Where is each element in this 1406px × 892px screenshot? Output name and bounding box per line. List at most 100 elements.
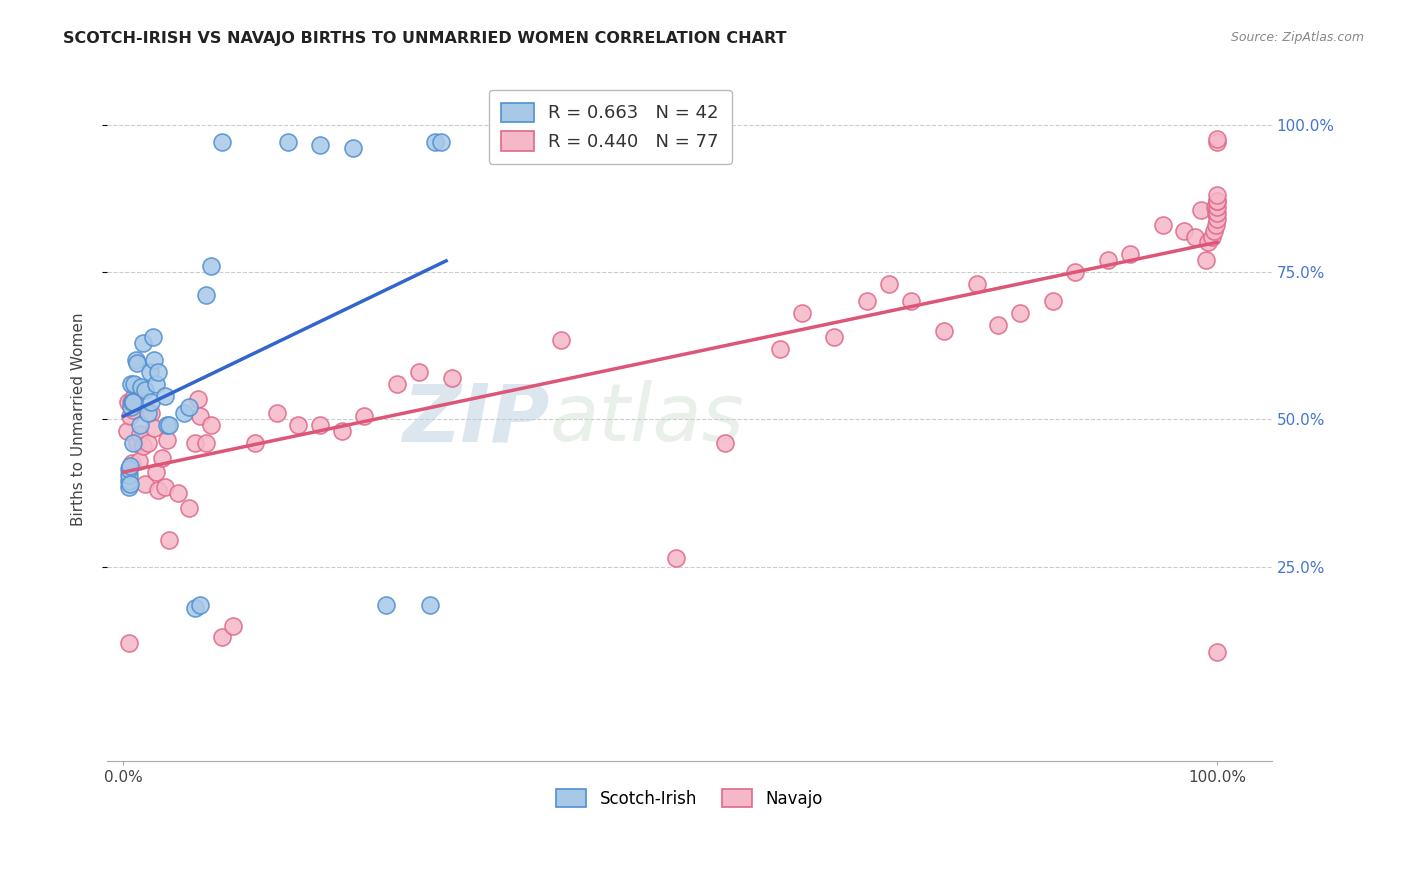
Point bbox=[1204, 200, 1226, 214]
Point bbox=[1189, 202, 1212, 217]
Text: ZIP: ZIP bbox=[402, 380, 550, 458]
Point bbox=[1010, 306, 1032, 320]
Point bbox=[118, 468, 141, 483]
Point bbox=[118, 409, 141, 424]
Point bbox=[118, 459, 141, 474]
Point bbox=[143, 353, 166, 368]
Point bbox=[117, 394, 139, 409]
Point bbox=[183, 600, 205, 615]
Point bbox=[769, 342, 792, 356]
Point bbox=[148, 483, 170, 497]
Point bbox=[187, 392, 209, 406]
Point bbox=[1198, 235, 1220, 250]
Point bbox=[1206, 194, 1229, 209]
Point bbox=[200, 418, 222, 433]
Point bbox=[167, 486, 190, 500]
Point bbox=[153, 389, 176, 403]
Point bbox=[243, 435, 266, 450]
Point bbox=[900, 294, 922, 309]
Point bbox=[1206, 206, 1229, 220]
Point bbox=[375, 598, 398, 612]
Point bbox=[1184, 229, 1206, 244]
Point bbox=[125, 435, 148, 450]
Point bbox=[1206, 135, 1229, 149]
Point bbox=[142, 330, 165, 344]
Point bbox=[1201, 229, 1223, 244]
Point bbox=[134, 477, 156, 491]
Point bbox=[353, 409, 375, 424]
Point bbox=[120, 401, 142, 415]
Point bbox=[408, 365, 430, 379]
Point bbox=[425, 135, 447, 149]
Point bbox=[1097, 253, 1119, 268]
Point bbox=[1206, 200, 1229, 214]
Text: Source: ZipAtlas.com: Source: ZipAtlas.com bbox=[1230, 31, 1364, 45]
Point bbox=[309, 418, 332, 433]
Point bbox=[118, 474, 141, 488]
Point bbox=[177, 500, 200, 515]
Point bbox=[148, 365, 170, 379]
Point bbox=[124, 389, 146, 403]
Point bbox=[173, 406, 195, 420]
Point bbox=[122, 394, 145, 409]
Point bbox=[125, 356, 148, 370]
Point bbox=[266, 406, 288, 420]
Point bbox=[156, 418, 179, 433]
Point bbox=[1206, 645, 1229, 659]
Point bbox=[188, 409, 211, 424]
Point bbox=[987, 318, 1010, 332]
Point bbox=[118, 636, 141, 650]
Point bbox=[277, 135, 299, 149]
Point bbox=[211, 135, 233, 149]
Point bbox=[143, 421, 166, 435]
Point bbox=[183, 435, 205, 450]
Point bbox=[1206, 211, 1229, 226]
Point bbox=[128, 418, 150, 433]
Legend: Scotch-Irish, Navajo: Scotch-Irish, Navajo bbox=[550, 782, 830, 814]
Point bbox=[790, 306, 813, 320]
Point bbox=[1195, 253, 1218, 268]
Y-axis label: Births to Unmarried Women: Births to Unmarried Women bbox=[72, 312, 86, 526]
Point bbox=[128, 453, 150, 467]
Point bbox=[194, 435, 217, 450]
Point bbox=[129, 380, 152, 394]
Point bbox=[309, 138, 332, 153]
Point bbox=[121, 457, 143, 471]
Point bbox=[132, 439, 155, 453]
Point bbox=[714, 435, 737, 450]
Point bbox=[153, 480, 176, 494]
Point bbox=[156, 433, 179, 447]
Point bbox=[124, 376, 146, 391]
Point bbox=[118, 462, 141, 476]
Point bbox=[177, 401, 200, 415]
Point bbox=[932, 324, 955, 338]
Point bbox=[120, 394, 142, 409]
Point bbox=[1042, 294, 1064, 309]
Point bbox=[118, 477, 141, 491]
Point bbox=[1206, 132, 1229, 146]
Point bbox=[429, 135, 451, 149]
Point bbox=[115, 424, 138, 438]
Point bbox=[966, 277, 988, 291]
Point bbox=[211, 630, 233, 644]
Point bbox=[121, 394, 143, 409]
Text: SCOTCH-IRISH VS NAVAJO BIRTHS TO UNMARRIED WOMEN CORRELATION CHART: SCOTCH-IRISH VS NAVAJO BIRTHS TO UNMARRI… bbox=[63, 31, 787, 46]
Point bbox=[136, 435, 159, 450]
Point bbox=[550, 333, 572, 347]
Point bbox=[1205, 206, 1227, 220]
Point bbox=[1202, 224, 1225, 238]
Point bbox=[157, 418, 180, 433]
Point bbox=[1152, 218, 1174, 232]
Text: atlas: atlas bbox=[550, 380, 744, 458]
Point bbox=[122, 403, 145, 417]
Point bbox=[1064, 265, 1087, 279]
Point bbox=[440, 371, 463, 385]
Point bbox=[419, 598, 441, 612]
Point bbox=[150, 450, 173, 465]
Point bbox=[194, 288, 217, 302]
Point bbox=[665, 550, 688, 565]
Point bbox=[120, 376, 142, 391]
Point bbox=[823, 330, 845, 344]
Point bbox=[128, 427, 150, 442]
Point bbox=[134, 383, 156, 397]
